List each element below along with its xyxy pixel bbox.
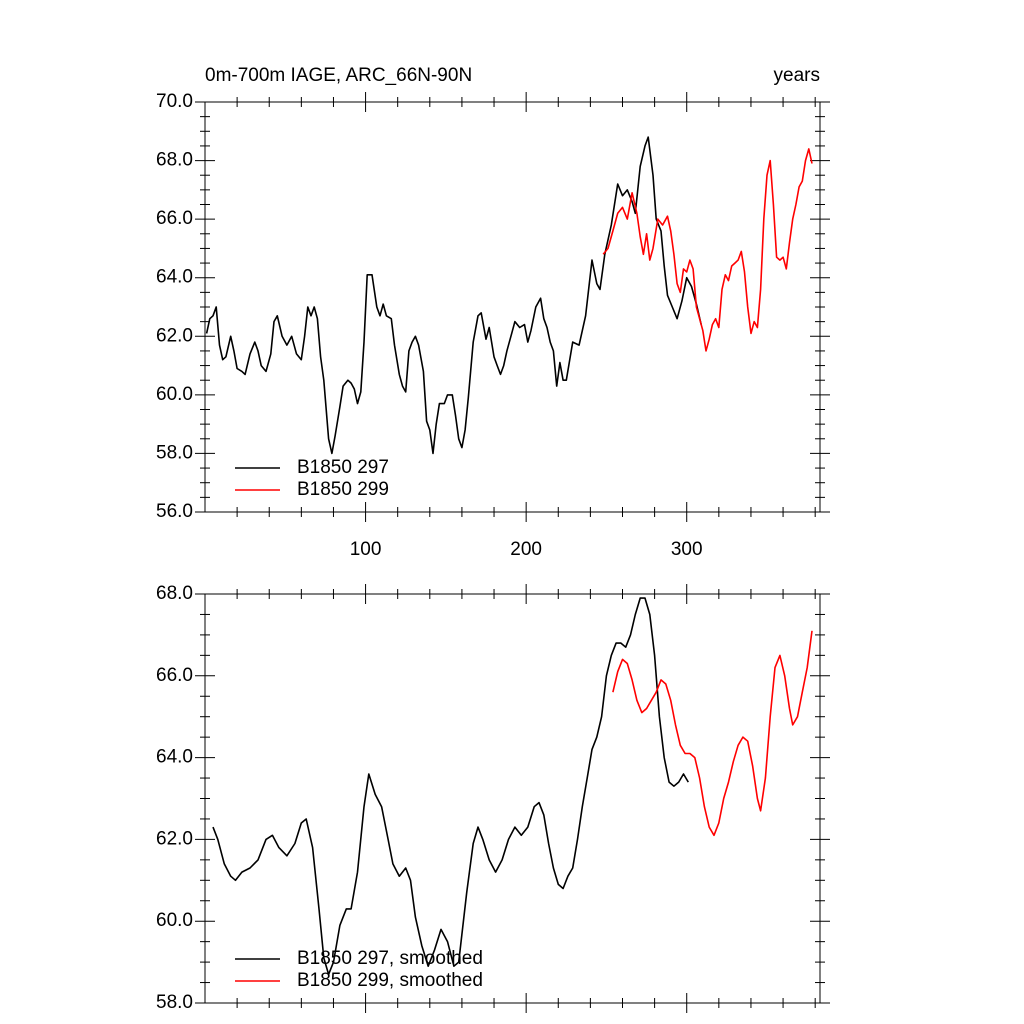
y-tick-label: 58.0: [156, 442, 193, 463]
y-tick-label: 60.0: [156, 910, 193, 931]
data-line: [212, 597, 689, 976]
y-tick-label: 62.0: [156, 325, 193, 346]
plot-frame: [204, 101, 821, 513]
y-tick-label: 58.0: [156, 992, 193, 1013]
legend-label: B1850 297: [297, 457, 389, 478]
data-line: [612, 630, 813, 837]
y-tick-label: 70.0: [156, 91, 193, 112]
x-tick-label: 100: [350, 539, 382, 560]
data-line: [602, 148, 813, 352]
legend-label: B1850 299, smoothed: [297, 970, 483, 991]
y-tick-label: 68.0: [156, 150, 193, 171]
x-tick-label: 200: [510, 539, 542, 560]
legend-label: B1850 297, smoothed: [297, 948, 483, 969]
y-tick-label: 66.0: [156, 665, 193, 686]
y-tick-label: 62.0: [156, 828, 193, 849]
y-tick-label: 64.0: [156, 267, 193, 288]
y-tick-label: 68.0: [156, 583, 193, 604]
x-tick-label: 300: [671, 539, 703, 560]
legend-label: B1850 299: [297, 479, 389, 500]
data-line: [205, 136, 702, 455]
plot-frame: [204, 593, 821, 1004]
y-tick-label: 56.0: [156, 501, 193, 522]
y-tick-label: 66.0: [156, 208, 193, 229]
units-label: years: [774, 65, 820, 86]
y-tick-label: 60.0: [156, 384, 193, 405]
y-tick-label: 64.0: [156, 747, 193, 768]
chart-title: 0m-700m IAGE, ARC_66N-90N: [205, 65, 472, 86]
